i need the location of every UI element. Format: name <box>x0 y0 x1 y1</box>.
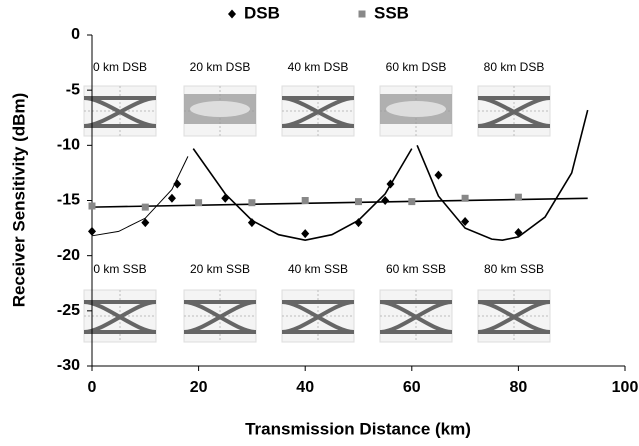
data-point <box>462 195 469 202</box>
data-point <box>302 197 309 204</box>
inset-label: 0 km DSB <box>93 60 147 74</box>
eye-noise <box>190 101 250 117</box>
inset-label: 80 km DSB <box>484 60 545 74</box>
data-point <box>434 171 442 180</box>
data-point <box>195 199 202 206</box>
inset-label: 20 km SSB <box>190 262 250 276</box>
inset-label: 60 km DSB <box>386 60 447 74</box>
inset-label: 40 km SSB <box>288 262 348 276</box>
eye-diagram <box>184 290 256 342</box>
eye-diagram <box>282 290 354 342</box>
y-tick-label: 0 <box>71 26 80 43</box>
eye-diagram <box>184 86 256 136</box>
x-tick-label: 40 <box>296 379 314 396</box>
data-point <box>88 227 96 236</box>
inset-label: 20 km DSB <box>190 60 251 74</box>
data-point <box>168 194 176 203</box>
legend-label: DSB <box>244 3 280 22</box>
data-point <box>142 204 149 211</box>
eye-diagram <box>478 86 550 136</box>
data-point <box>221 194 229 203</box>
x-tick-label: 60 <box>403 379 421 396</box>
y-tick-label: -20 <box>57 247 80 264</box>
eye-diagram <box>282 86 354 136</box>
eye-diagram <box>84 86 156 136</box>
eye-diagram <box>380 86 452 136</box>
eye-diagram <box>478 290 550 342</box>
y-axis-title: Receiver Sensitivity (dBm) <box>9 93 28 307</box>
trendline <box>193 149 412 241</box>
data-point <box>355 218 363 227</box>
inset-label: 0 km SSB <box>93 262 146 276</box>
x-axis-title: Transmission Distance (km) <box>245 419 471 438</box>
x-tick-label: 100 <box>612 379 639 396</box>
y-tick-label: -30 <box>57 357 80 374</box>
data-point <box>355 198 362 205</box>
trendline <box>92 198 588 207</box>
data-point <box>248 199 255 206</box>
y-tick-label: -15 <box>57 192 80 209</box>
legend-label: SSB <box>374 3 409 22</box>
data-point <box>408 198 415 205</box>
y-tick-label: -25 <box>57 302 80 319</box>
eye-diagram <box>84 290 156 342</box>
inset-label: 80 km SSB <box>484 262 544 276</box>
x-tick-label: 20 <box>190 379 208 396</box>
y-tick-label: -5 <box>66 81 80 98</box>
eye-diagram <box>380 290 452 342</box>
y-tick-label: -10 <box>57 137 80 154</box>
x-tick-label: 80 <box>510 379 528 396</box>
inset-label: 40 km DSB <box>288 60 349 74</box>
chart: Transmission Distance (km) Receiver Sens… <box>0 0 639 446</box>
data-point <box>248 218 256 227</box>
inset-label: 60 km SSB <box>386 262 446 276</box>
legend-marker <box>228 10 236 19</box>
data-point <box>301 229 309 238</box>
data-point <box>515 194 522 201</box>
data-point <box>173 179 181 188</box>
eye-noise <box>386 101 446 117</box>
data-point <box>89 203 96 210</box>
x-tick-label: 0 <box>88 379 97 396</box>
legend-marker <box>359 11 366 18</box>
